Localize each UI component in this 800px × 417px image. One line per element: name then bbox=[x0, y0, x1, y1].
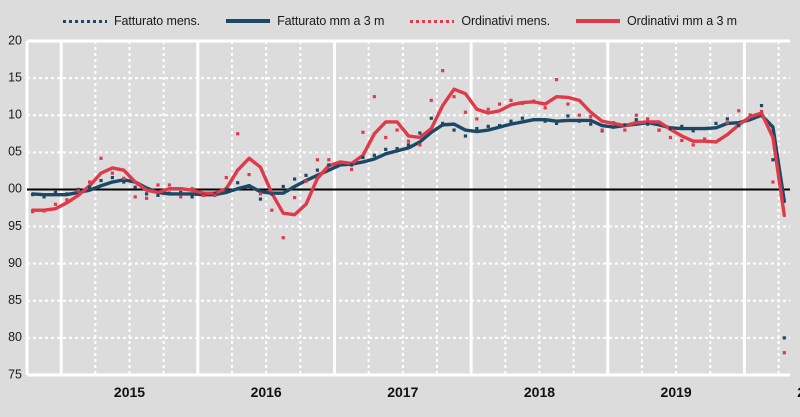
series-ordinativi-mm-a-3-m bbox=[30, 87, 787, 218]
legend-swatch-solid-icon bbox=[576, 19, 621, 23]
legend-label: Ordinativi mm a 3 m bbox=[627, 14, 737, 28]
y-tick-label: 90 bbox=[8, 256, 22, 270]
legend-item-fatturato-mm3m: Fatturato mm a 3 m bbox=[226, 14, 384, 28]
x-tick-label: 2020 bbox=[797, 384, 800, 400]
grid-lines bbox=[25, 39, 790, 377]
legend-item-fatturato-mens: Fatturato mens. bbox=[63, 14, 200, 28]
legend-label: Ordinativi mens. bbox=[461, 14, 551, 28]
chart-legend: Fatturato mens. Fatturato mm a 3 m Ordin… bbox=[0, 8, 800, 34]
x-tick-label: 2018 bbox=[524, 384, 555, 400]
series-ordinativi-mens bbox=[31, 69, 786, 355]
legend-swatch-dotted-icon bbox=[410, 19, 455, 23]
x-axis-ticks: 2015 2016 2017 2018 2019 2020 bbox=[114, 384, 800, 400]
x-tick-label: 2019 bbox=[661, 384, 692, 400]
legend-item-ordinativi-mens: Ordinativi mens. bbox=[410, 14, 550, 28]
y-tick-label: 10 bbox=[8, 108, 22, 122]
legend-swatch-solid-icon bbox=[226, 19, 271, 23]
legend-label: Fatturato mens. bbox=[114, 14, 201, 28]
y-axis-ticks: 20 15 10 05 00 95 90 85 80 75 bbox=[8, 33, 22, 381]
y-tick-label: 95 bbox=[8, 219, 22, 233]
legend-item-ordinativi-mm3m: Ordinativi mm a 3 m bbox=[576, 14, 737, 28]
legend-swatch-dotted-icon bbox=[63, 19, 108, 23]
x-tick-label: 2015 bbox=[114, 384, 145, 400]
y-tick-label: 15 bbox=[8, 70, 22, 84]
y-tick-label: 85 bbox=[8, 293, 22, 307]
legend-label: Fatturato mm a 3 m bbox=[277, 14, 385, 28]
series-fatturato-mens bbox=[31, 103, 786, 340]
y-tick-label: 80 bbox=[8, 330, 22, 344]
y-tick-label: 05 bbox=[8, 145, 22, 159]
y-tick-label: 00 bbox=[8, 182, 22, 196]
x-tick-label: 2016 bbox=[251, 384, 282, 400]
plot-background bbox=[27, 41, 790, 375]
data-series-group bbox=[30, 69, 787, 355]
y-tick-label: 75 bbox=[8, 367, 22, 381]
y-tick-label: 20 bbox=[8, 33, 22, 47]
x-tick-label: 2017 bbox=[387, 384, 418, 400]
